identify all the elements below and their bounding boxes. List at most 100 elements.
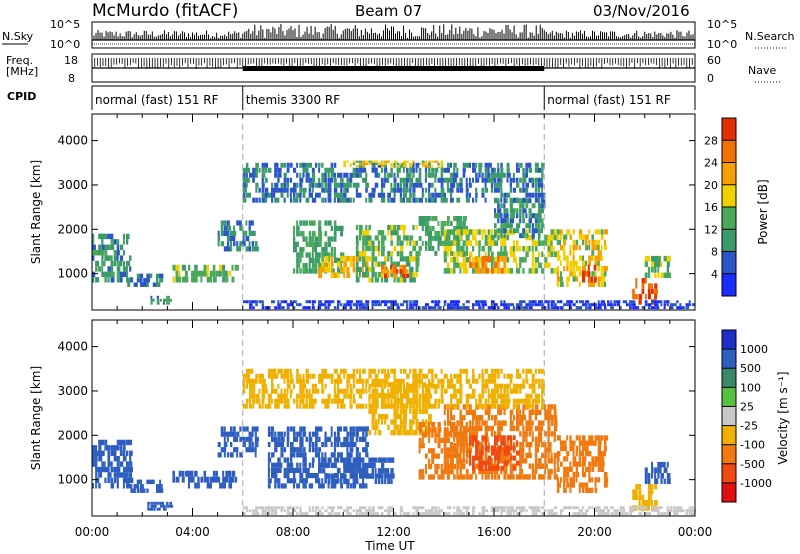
velocity-cell: [629, 509, 633, 513]
velocity-cell: [563, 466, 567, 472]
velocity-cell: [481, 474, 484, 480]
velocity-cell: [377, 392, 381, 399]
velocity-cell: [641, 500, 646, 506]
velocity-cell: [299, 373, 302, 379]
power-cell: [462, 225, 467, 231]
velocity-cell: [280, 431, 284, 437]
velocity-cell: [113, 455, 118, 462]
power-cell: [534, 257, 539, 263]
velocity-cell: [456, 420, 460, 426]
velocity-cell: [607, 509, 610, 513]
velocity-cell: [362, 447, 367, 453]
power-cell: [590, 276, 594, 283]
velocity-cell: [434, 463, 439, 470]
velocity-cell: [122, 483, 125, 489]
power-cell: [603, 306, 607, 310]
velocity-cell: [393, 408, 397, 415]
power-cell: [660, 261, 663, 267]
power-cell: [399, 162, 402, 165]
velocity-cell: [569, 487, 572, 493]
velocity-cell: [226, 436, 229, 442]
power-cell: [336, 272, 340, 279]
velocity-cell: [333, 472, 338, 479]
velocity-cell: [459, 453, 462, 459]
power-cell: [478, 300, 483, 304]
velocity-cell: [302, 388, 305, 394]
velocity-cell: [500, 388, 503, 394]
velocity-cell: [547, 436, 550, 442]
velocity-cell: [638, 494, 642, 501]
velocity-cell: [522, 447, 525, 453]
velocity-cell: [255, 506, 259, 510]
velocity-cell: [286, 472, 290, 479]
power-cell: [119, 255, 124, 261]
velocity-cell: [651, 472, 654, 479]
velocity-colorbar-tick-label: -1000: [740, 477, 772, 490]
power-cell: [119, 271, 124, 278]
power-cell: [343, 306, 347, 310]
power-cell: [494, 233, 497, 239]
power-cell: [152, 282, 158, 287]
velocity-cell: [553, 420, 558, 426]
power-cell: [387, 300, 392, 304]
velocity-cell: [613, 509, 618, 513]
power-cell: [95, 260, 100, 267]
power-cell: [578, 300, 583, 304]
power-cell: [380, 300, 385, 304]
power-cell: [522, 213, 525, 219]
power-cell: [563, 234, 568, 240]
velocity-cell: [252, 398, 256, 404]
power-cell: [409, 256, 414, 262]
power-cell: [233, 241, 236, 247]
velocity-cell: [522, 415, 526, 421]
velocity-cell: [107, 472, 112, 478]
power-cell: [566, 276, 571, 282]
power-cell: [280, 182, 284, 188]
power-cell: [594, 303, 597, 307]
velocity-cell: [418, 378, 423, 384]
velocity-cell: [431, 432, 434, 438]
power-cell: [377, 245, 380, 252]
power-cell: [537, 203, 542, 209]
velocity-cell: [136, 484, 140, 489]
power-cell: [500, 303, 505, 307]
power-cell: [462, 229, 467, 235]
velocity-cell: [352, 431, 356, 437]
velocity-cell: [355, 468, 359, 474]
velocity-cell: [254, 441, 259, 448]
velocity-cell: [594, 456, 599, 462]
velocity-cell: [484, 409, 489, 416]
power-cell: [490, 172, 495, 178]
power-cell: [343, 164, 347, 168]
velocity-cell: [333, 393, 338, 399]
power-cell: [450, 187, 454, 193]
power-cell: [330, 255, 333, 262]
velocity-cell: [258, 403, 262, 409]
velocity-cell: [399, 403, 403, 409]
power-cell: [424, 197, 428, 203]
power-cell: [305, 236, 308, 242]
velocity-cell: [293, 398, 296, 404]
power-cell: [431, 235, 435, 241]
velocity-cell: [336, 436, 341, 442]
power-cell: [116, 239, 120, 245]
power-cell: [245, 162, 249, 168]
velocity-cell: [506, 512, 511, 516]
velocity-cell: [343, 403, 346, 409]
power-cell: [522, 187, 526, 193]
velocity-cell: [657, 472, 660, 479]
velocity-cell: [443, 431, 447, 437]
power-cell: [421, 162, 425, 165]
velocity-cell: [280, 483, 284, 489]
velocity-cell: [277, 506, 281, 510]
velocity-cell: [490, 506, 495, 510]
velocity-colorbar-tick-label: -500: [740, 458, 765, 471]
velocity-cell: [365, 403, 368, 409]
velocity-cell: [314, 383, 317, 389]
velocity-cell: [127, 484, 132, 489]
power-cell: [101, 271, 106, 278]
power-cell: [525, 167, 528, 173]
power-cell: [585, 234, 589, 240]
velocity-cell: [503, 388, 507, 394]
velocity-cell: [283, 403, 287, 409]
